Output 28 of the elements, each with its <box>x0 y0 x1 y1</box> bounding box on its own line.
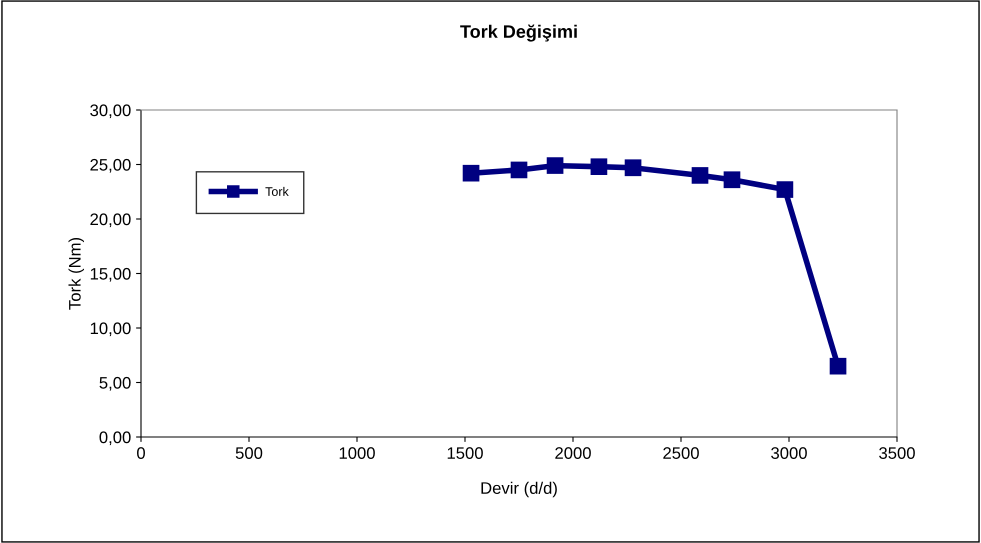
point <box>462 164 480 182</box>
y-tick-label: 30,00 <box>90 104 131 118</box>
x-tick-label: 3000 <box>771 447 807 459</box>
x-tick-label: 2500 <box>663 447 699 459</box>
point <box>590 158 608 176</box>
x-tick-label: 0 <box>137 447 145 459</box>
point <box>776 181 794 198</box>
point <box>724 171 740 188</box>
point <box>624 159 642 176</box>
x-tick-label: 1500 <box>448 447 483 459</box>
x-tick-label: 500 <box>236 447 262 459</box>
x-tick-label: 2000 <box>555 447 591 459</box>
y-tick-label: 15,00 <box>90 268 131 282</box>
y-tick-label: 25,00 <box>90 158 131 173</box>
x-axis-title: Devir (d/d) <box>481 482 557 498</box>
point <box>692 167 708 184</box>
point <box>830 358 846 374</box>
y-axis-title: Tork (Nm) <box>68 238 84 310</box>
y-tick-label: 10,00 <box>90 322 131 336</box>
point <box>510 162 528 178</box>
y-tick-label: 5,00 <box>100 376 131 391</box>
x-tick-label: 3500 <box>879 447 915 459</box>
point <box>546 157 564 174</box>
x-tick-label: 1000 <box>340 447 375 459</box>
y-tick-label: 20,00 <box>90 213 131 228</box>
y-tick-label: 0,00 <box>99 431 131 446</box>
legend-label: Tork <box>265 186 289 196</box>
chart-title: Tork Değişimi <box>460 24 577 42</box>
